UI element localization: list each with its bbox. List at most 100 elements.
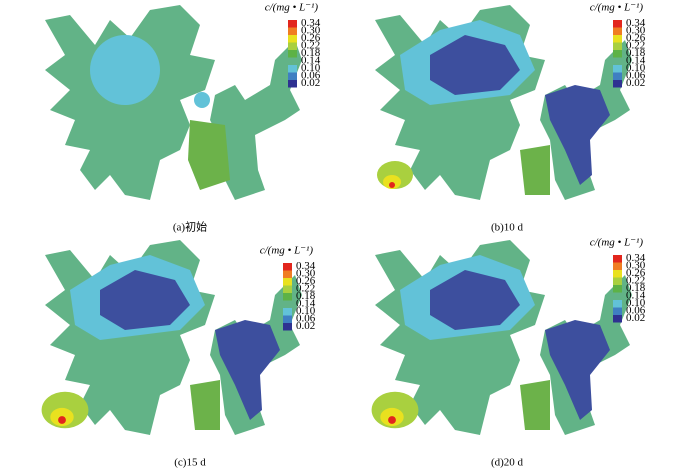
colorbar-label: 0.10	[296, 305, 316, 317]
colorbar-label: 0.26	[296, 275, 316, 287]
zone	[545, 320, 610, 420]
colorbar-label: 0.14	[626, 55, 646, 67]
colorbar-label: 0.18	[626, 47, 646, 59]
colorbar-label: 0.06	[296, 313, 316, 325]
colorbar-label: 0.22	[301, 40, 320, 52]
colorbar-swatch	[288, 57, 297, 65]
colorbar-swatch	[613, 262, 622, 270]
hotspot	[58, 416, 66, 424]
colorbar-swatch	[283, 293, 292, 301]
colorbar-swatch	[613, 57, 622, 65]
colorbar-swatch	[613, 277, 622, 285]
colorbar-label: 0.22	[626, 275, 645, 287]
colorbar-swatch	[283, 285, 292, 293]
colorbar-swatch	[613, 50, 622, 58]
colorbar-swatch	[283, 263, 292, 271]
colorbar-label: 0.06	[626, 305, 646, 317]
colorbar-title: c/(mg • L⁻¹)	[265, 2, 319, 14]
panel-caption: (c)15 d	[174, 457, 206, 469]
colorbar-label: 0.34	[296, 260, 316, 272]
colorbar-label: 0.10	[626, 62, 646, 74]
colorbar-label: 0.30	[296, 268, 316, 280]
colorbar-swatch	[613, 285, 622, 293]
colorbar-label: 0.06	[301, 70, 321, 82]
colorbar-swatch	[613, 315, 622, 323]
colorbar-label: 0.26	[626, 267, 646, 279]
colorbar-label: 0.18	[296, 290, 316, 302]
colorbar-swatch	[613, 65, 622, 73]
colorbar-label: 0.26	[626, 32, 646, 44]
colorbar-label: 0.10	[626, 297, 646, 309]
panels: c/(mg • L⁻¹)0.340.300.260.220.180.140.10…	[41, 2, 646, 435]
panel-caption: (a)初始	[173, 220, 207, 234]
colorbar-label: 0.18	[626, 282, 646, 294]
colorbar-swatch	[283, 315, 292, 323]
colorbar-swatch	[613, 20, 622, 28]
zone	[188, 120, 230, 190]
zone	[190, 380, 220, 430]
colorbar-label: 0.30	[626, 260, 646, 272]
colorbar-label: 0.02	[626, 312, 645, 324]
zone	[100, 270, 190, 330]
colorbar-swatch	[288, 72, 297, 80]
initial-zone	[90, 35, 160, 105]
colorbar-label: 0.30	[626, 25, 646, 37]
colorbar-swatch	[613, 292, 622, 300]
colorbar-label: 0.34	[626, 17, 646, 29]
colorbar-label: 0.22	[626, 40, 645, 52]
zone	[430, 270, 520, 330]
colorbar-swatch	[613, 72, 622, 80]
colorbar-swatch	[283, 300, 292, 308]
colorbar-swatch	[288, 35, 297, 43]
colorbar-label: 0.14	[626, 290, 646, 302]
zone	[520, 380, 550, 430]
colorbar-label: 0.26	[301, 32, 321, 44]
colorbar-title: c/(mg • L⁻¹)	[590, 2, 644, 14]
colorbar-label: 0.02	[301, 77, 320, 89]
colorbar-swatch	[283, 308, 292, 316]
colorbar-swatch	[288, 27, 297, 35]
colorbar-swatch	[613, 42, 622, 50]
panel: c/(mg • L⁻¹) 0.340.300.260.220.180.140.10…	[41, 240, 316, 435]
zone	[215, 320, 280, 420]
hotspot	[389, 182, 395, 188]
lake-right	[210, 40, 302, 200]
colorbar-swatch	[613, 300, 622, 308]
colorbar-label: 0.02	[296, 320, 315, 332]
colorbar-label: 0.34	[301, 17, 321, 29]
colorbar-swatch	[288, 80, 297, 88]
colorbar-swatch	[613, 80, 622, 88]
colorbar-swatch	[288, 65, 297, 73]
colorbar-swatch	[288, 20, 297, 28]
panel: c/(mg • L⁻¹) 0.340.300.260.220.180.140.10…	[371, 237, 646, 435]
panel-caption: (d)20 d	[491, 457, 524, 469]
colorbar-swatch	[613, 35, 622, 43]
initial-zone	[194, 92, 210, 108]
colorbar-title: c/(mg • L⁻¹)	[590, 237, 644, 249]
colorbar-swatch	[288, 50, 297, 58]
colorbar-swatch	[288, 42, 297, 50]
zone	[520, 145, 550, 195]
colorbar-label: 0.10	[301, 62, 321, 74]
hotspot	[388, 416, 396, 424]
colorbar-label: 0.14	[296, 298, 316, 310]
colorbar-swatch	[283, 270, 292, 278]
colorbar-label: 0.06	[626, 70, 646, 82]
colorbar-label: 0.18	[301, 47, 321, 59]
zone	[545, 85, 610, 185]
colorbar-label: 0.22	[296, 283, 315, 295]
colorbar-label: 0.34	[626, 252, 646, 264]
colorbar-swatch	[613, 270, 622, 278]
colorbar-title: c/(mg • L⁻¹)	[260, 245, 314, 257]
colorbar-swatch	[613, 255, 622, 263]
colorbar-swatch	[613, 307, 622, 315]
panel: c/(mg • L⁻¹) 0.340.300.260.220.180.140.10…	[45, 2, 321, 200]
colorbar-label: 0.30	[301, 25, 321, 37]
colorbar-swatch	[283, 323, 292, 331]
colorbar-swatch	[613, 27, 622, 35]
panel-caption: (b)10 d	[491, 222, 524, 234]
colorbar-label: 0.14	[301, 55, 321, 67]
colorbar-label: 0.02	[626, 77, 645, 89]
zone	[430, 35, 520, 95]
